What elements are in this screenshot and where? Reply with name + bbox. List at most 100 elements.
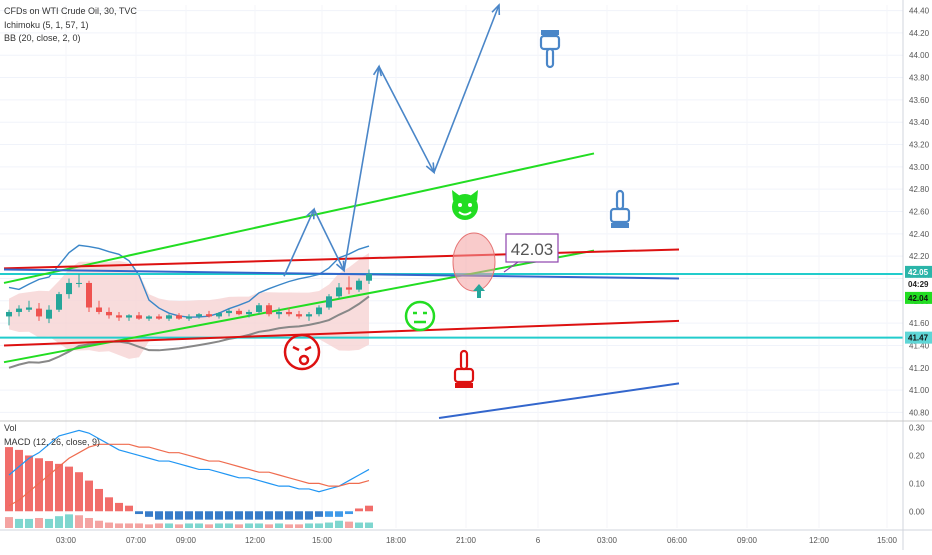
- candle-body: [216, 313, 222, 317]
- candle-body: [66, 282, 72, 295]
- price-tick-label: 43.40: [909, 118, 930, 127]
- volume-bar: [335, 520, 343, 528]
- ichimoku-legend: Ichimoku (5, 1, 57, 1): [4, 20, 89, 30]
- volume-bar: [245, 523, 253, 528]
- volume-bar: [105, 522, 113, 528]
- macd-tick-label: 0.10: [909, 479, 925, 488]
- hurt-face-outline: [283, 333, 321, 371]
- macd-histogram-bar: [285, 511, 293, 520]
- candle-body: [116, 315, 122, 318]
- volume-bar: [115, 523, 123, 528]
- highlight-ellipse: [452, 232, 496, 292]
- devil-eye: [468, 203, 472, 207]
- candle-body: [106, 311, 112, 316]
- candle-body: [246, 311, 252, 315]
- symbol-title: CFDs on WTI Crude Oil, 30, TVC: [4, 6, 137, 16]
- support-level-badge: 41.47: [908, 334, 929, 343]
- callout-pointer: [503, 261, 519, 273]
- macd-histogram-bar: [105, 497, 113, 512]
- macd-histogram-bar: [275, 511, 283, 520]
- hand-finger: [545, 47, 555, 69]
- macd-histogram-bar: [205, 511, 213, 520]
- time-tick-label: 15:00: [312, 536, 333, 545]
- time-tick-label: 21:00: [456, 536, 477, 545]
- price-tick-label: 42.80: [909, 185, 930, 194]
- candle-body: [96, 307, 102, 312]
- macd-histogram-bar: [125, 505, 133, 512]
- macd-histogram-bar: [85, 480, 93, 512]
- green-level-badge-bg: [905, 291, 932, 304]
- volume-bar: [65, 514, 73, 528]
- projection-segment: [313, 208, 345, 272]
- price-tick-label: 43.00: [909, 163, 930, 172]
- devil-eye: [458, 203, 462, 207]
- time-tick-label: 09:00: [176, 536, 197, 545]
- price-tick-label: 42.60: [909, 208, 930, 217]
- candles: [6, 269, 372, 326]
- volume-bar: [325, 522, 333, 528]
- grid: [0, 5, 903, 528]
- volume-bar: [265, 524, 273, 528]
- volume-bar: [175, 524, 183, 528]
- price-tick-label: 40.80: [909, 408, 930, 417]
- candle-body: [206, 314, 212, 317]
- volume-bar: [15, 518, 23, 528]
- volume-bar: [95, 520, 103, 528]
- candle-body: [176, 315, 182, 319]
- long-blue-trendline: [3, 268, 680, 280]
- macd-histogram-bar: [315, 511, 323, 517]
- projection-arrows: 42.03: [283, 3, 559, 292]
- volume-bar: [125, 523, 133, 528]
- macd-histogram-bar: [5, 447, 13, 512]
- volume-bar: [255, 523, 263, 528]
- candle-body: [286, 311, 292, 315]
- support-level-badge-bg: [905, 331, 932, 344]
- projection-segment: [283, 208, 315, 277]
- price-tick-label: 44.20: [909, 29, 930, 38]
- pointing-down-hand-icon: [539, 30, 561, 69]
- macd-line: [8, 429, 370, 493]
- last-price-badge: 42.05: [908, 268, 929, 277]
- volume-bar: [35, 517, 43, 528]
- time-tick-label: 15:00: [877, 536, 898, 545]
- macd-histogram-bar: [35, 458, 43, 512]
- devil-mouth: [458, 211, 472, 216]
- macd-histogram-bar: [165, 511, 173, 520]
- projection-segment: [378, 66, 435, 173]
- macd-histogram-bar: [355, 508, 363, 512]
- macd-histogram-bar: [145, 511, 153, 517]
- projection-segment: [343, 66, 380, 271]
- price-tick-label: 41.00: [909, 386, 930, 395]
- macd-histogram-bar: [55, 463, 63, 512]
- volume-bar: [185, 523, 193, 528]
- bb-legend: BB (20, close, 2, 0): [4, 33, 81, 43]
- trend-lines: [0, 152, 903, 419]
- macd-tick-label: 0.00: [909, 507, 925, 516]
- volume-bar: [205, 524, 213, 528]
- volume-bar: [305, 523, 313, 528]
- candle-body: [336, 287, 342, 297]
- candle-body: [136, 315, 142, 319]
- macd-histogram-bar: [365, 505, 373, 512]
- macd-histogram-bar: [185, 511, 193, 520]
- volume-bar: [345, 521, 353, 528]
- candle-body: [356, 280, 362, 290]
- bb-fill: [9, 252, 369, 359]
- macd-pane: [5, 429, 373, 520]
- volume-bar: [25, 518, 33, 528]
- volume-bar: [85, 517, 93, 528]
- macd-histogram-bar: [295, 511, 303, 520]
- macd-histogram-bar: [345, 511, 353, 515]
- macd-histogram-bar: [45, 461, 53, 512]
- candle-body: [86, 282, 92, 308]
- bottom-blue-trendline: [438, 382, 680, 419]
- macd-histogram-bar: [155, 511, 163, 520]
- volume-bar: [5, 517, 13, 528]
- price-tick-label: 41.60: [909, 319, 930, 328]
- time-tick-label: 18:00: [386, 536, 407, 545]
- pointing-up-hand-icon: [453, 349, 475, 388]
- macd-histogram-bar: [15, 449, 23, 512]
